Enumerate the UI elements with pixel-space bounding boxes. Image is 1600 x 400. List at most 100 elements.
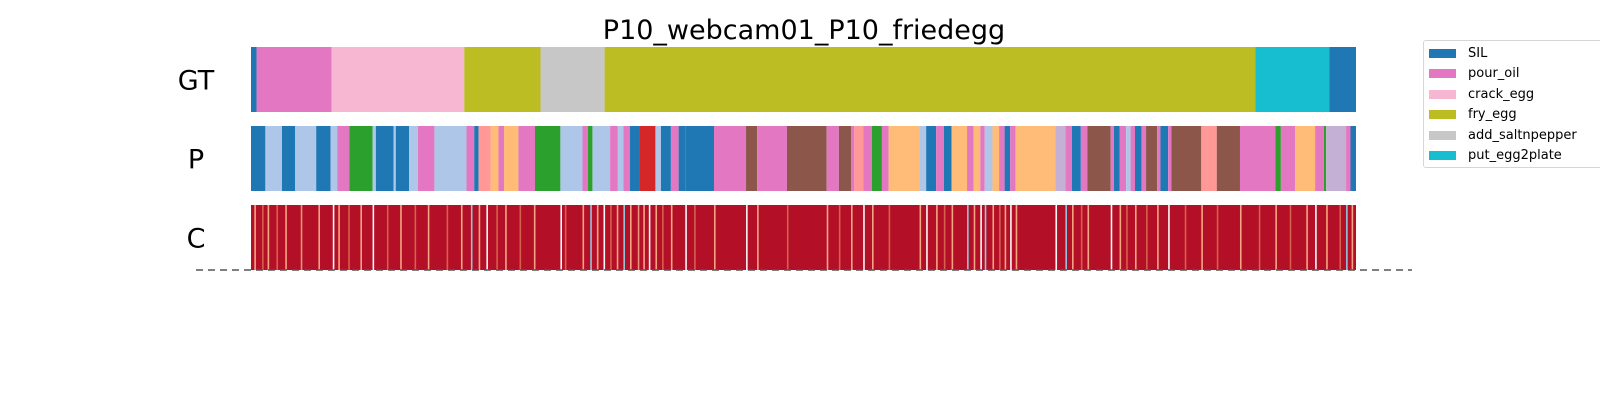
segment-p-45 bbox=[863, 126, 873, 191]
legend-item-SIL: SIL bbox=[1429, 43, 1487, 63]
segment-p-83 bbox=[1275, 126, 1281, 191]
confidence-line-23 bbox=[519, 205, 522, 270]
segment-p-65 bbox=[1072, 126, 1081, 191]
confidence-line-69 bbox=[1072, 205, 1074, 270]
confidence-line-22 bbox=[505, 205, 507, 270]
segment-gt-6 bbox=[1255, 47, 1330, 112]
confidence-line-89 bbox=[1339, 205, 1342, 270]
row-label-c: C bbox=[187, 224, 206, 255]
confidence-line-47 bbox=[826, 205, 829, 270]
confidence-line-73 bbox=[1119, 205, 1122, 270]
confidence-line-8 bbox=[338, 205, 340, 270]
confidence-line-31 bbox=[610, 205, 612, 270]
confidence-line-24 bbox=[533, 205, 536, 270]
confidence-line-0 bbox=[254, 205, 256, 270]
confidence-line-30 bbox=[603, 205, 606, 270]
chart-title: P10_webcam01_P10_friedegg bbox=[603, 15, 1005, 46]
confidence-line-86 bbox=[1306, 205, 1308, 270]
confidence-line-10 bbox=[360, 205, 362, 270]
segment-p-76 bbox=[1157, 126, 1161, 191]
segment-gt-7 bbox=[1329, 47, 1356, 112]
confidence-line-80 bbox=[1201, 205, 1203, 270]
segment-p-29 bbox=[623, 126, 631, 191]
segment-p-72 bbox=[1130, 126, 1135, 191]
confidence-line-81 bbox=[1216, 205, 1219, 270]
segment-p-55 bbox=[973, 126, 981, 191]
segment-p-2 bbox=[281, 126, 296, 191]
confidence-line-52 bbox=[888, 205, 891, 270]
segment-p-80 bbox=[1201, 126, 1217, 191]
confidence-line-45 bbox=[757, 205, 759, 270]
confidence-line-4 bbox=[285, 205, 287, 270]
segment-p-32 bbox=[655, 126, 661, 191]
confidence-line-7 bbox=[332, 205, 335, 270]
confidence-line-59 bbox=[973, 205, 976, 270]
segment-p-53 bbox=[951, 126, 968, 191]
confidence-line-36 bbox=[643, 205, 645, 270]
confidence-line-16 bbox=[446, 205, 449, 270]
confidence-line-71 bbox=[1087, 205, 1090, 270]
confidence-line-48 bbox=[838, 205, 841, 270]
confidence-line-21 bbox=[496, 205, 498, 270]
segment-p-61 bbox=[1010, 126, 1016, 191]
confidence-line-46 bbox=[786, 205, 789, 270]
segment-p-0 bbox=[251, 126, 266, 191]
segment-p-12 bbox=[409, 126, 418, 191]
legend-label: crack_egg bbox=[1468, 86, 1535, 102]
segment-p-51 bbox=[936, 126, 944, 191]
segment-p-16 bbox=[474, 126, 479, 191]
segment-p-23 bbox=[560, 126, 583, 191]
confidence-line-2 bbox=[267, 205, 270, 270]
segment-p-58 bbox=[992, 126, 1000, 191]
confidence-line-25 bbox=[560, 205, 562, 270]
legend-item-pour-oil: pour_oil bbox=[1429, 64, 1519, 84]
segment-gt-1 bbox=[256, 47, 332, 112]
confidence-line-44 bbox=[746, 205, 748, 270]
confidence-line-56 bbox=[943, 205, 946, 270]
confidence-line-91 bbox=[1351, 205, 1354, 270]
confidence-line-66 bbox=[1015, 205, 1018, 270]
confidence-line-34 bbox=[630, 205, 632, 270]
segment-p-34 bbox=[670, 126, 679, 191]
segment-p-60 bbox=[1004, 126, 1011, 191]
segment-p-6 bbox=[337, 126, 350, 191]
segment-p-84 bbox=[1280, 126, 1296, 191]
confidence-line-37 bbox=[648, 205, 651, 270]
confidence-line-20 bbox=[486, 205, 488, 270]
segment-p-68 bbox=[1110, 126, 1115, 191]
confidence-line-51 bbox=[872, 205, 874, 270]
segment-p-5 bbox=[330, 126, 338, 191]
confidence-line-14 bbox=[414, 205, 417, 270]
confidence-line-87 bbox=[1315, 205, 1317, 270]
segment-p-4 bbox=[316, 126, 331, 191]
confidence-line-41 bbox=[685, 205, 687, 270]
segment-p-57 bbox=[984, 126, 993, 191]
confidence-line-26 bbox=[564, 205, 567, 270]
legend-label: pour_oil bbox=[1468, 66, 1520, 81]
segment-p-85 bbox=[1295, 126, 1316, 191]
confidence-line-79 bbox=[1184, 205, 1187, 270]
segment-p-89 bbox=[1346, 126, 1351, 191]
confidence-line-90 bbox=[1346, 205, 1348, 270]
confidence-line-64 bbox=[1004, 205, 1007, 270]
confidence-line-15 bbox=[427, 205, 430, 270]
confidence-line-72 bbox=[1110, 205, 1113, 270]
segment-p-3 bbox=[295, 126, 317, 191]
segment-p-74 bbox=[1141, 126, 1147, 191]
confidence-line-65 bbox=[1010, 205, 1012, 270]
confidence-line-85 bbox=[1289, 205, 1292, 270]
legend-swatch bbox=[1429, 110, 1456, 119]
legend-label: put_egg2plate bbox=[1468, 148, 1562, 163]
confidence-line-19 bbox=[478, 205, 481, 270]
segment-p-10 bbox=[393, 126, 396, 191]
confidence-line-18 bbox=[470, 205, 473, 270]
confidence-line-78 bbox=[1168, 205, 1170, 270]
segment-p-86 bbox=[1315, 126, 1324, 191]
confidence-line-75 bbox=[1135, 205, 1137, 270]
confidence-line-3 bbox=[276, 205, 279, 270]
segment-p-8 bbox=[372, 126, 376, 191]
segment-p-28 bbox=[617, 126, 624, 191]
segment-p-43 bbox=[851, 126, 855, 191]
confidence-line-61 bbox=[984, 205, 987, 270]
